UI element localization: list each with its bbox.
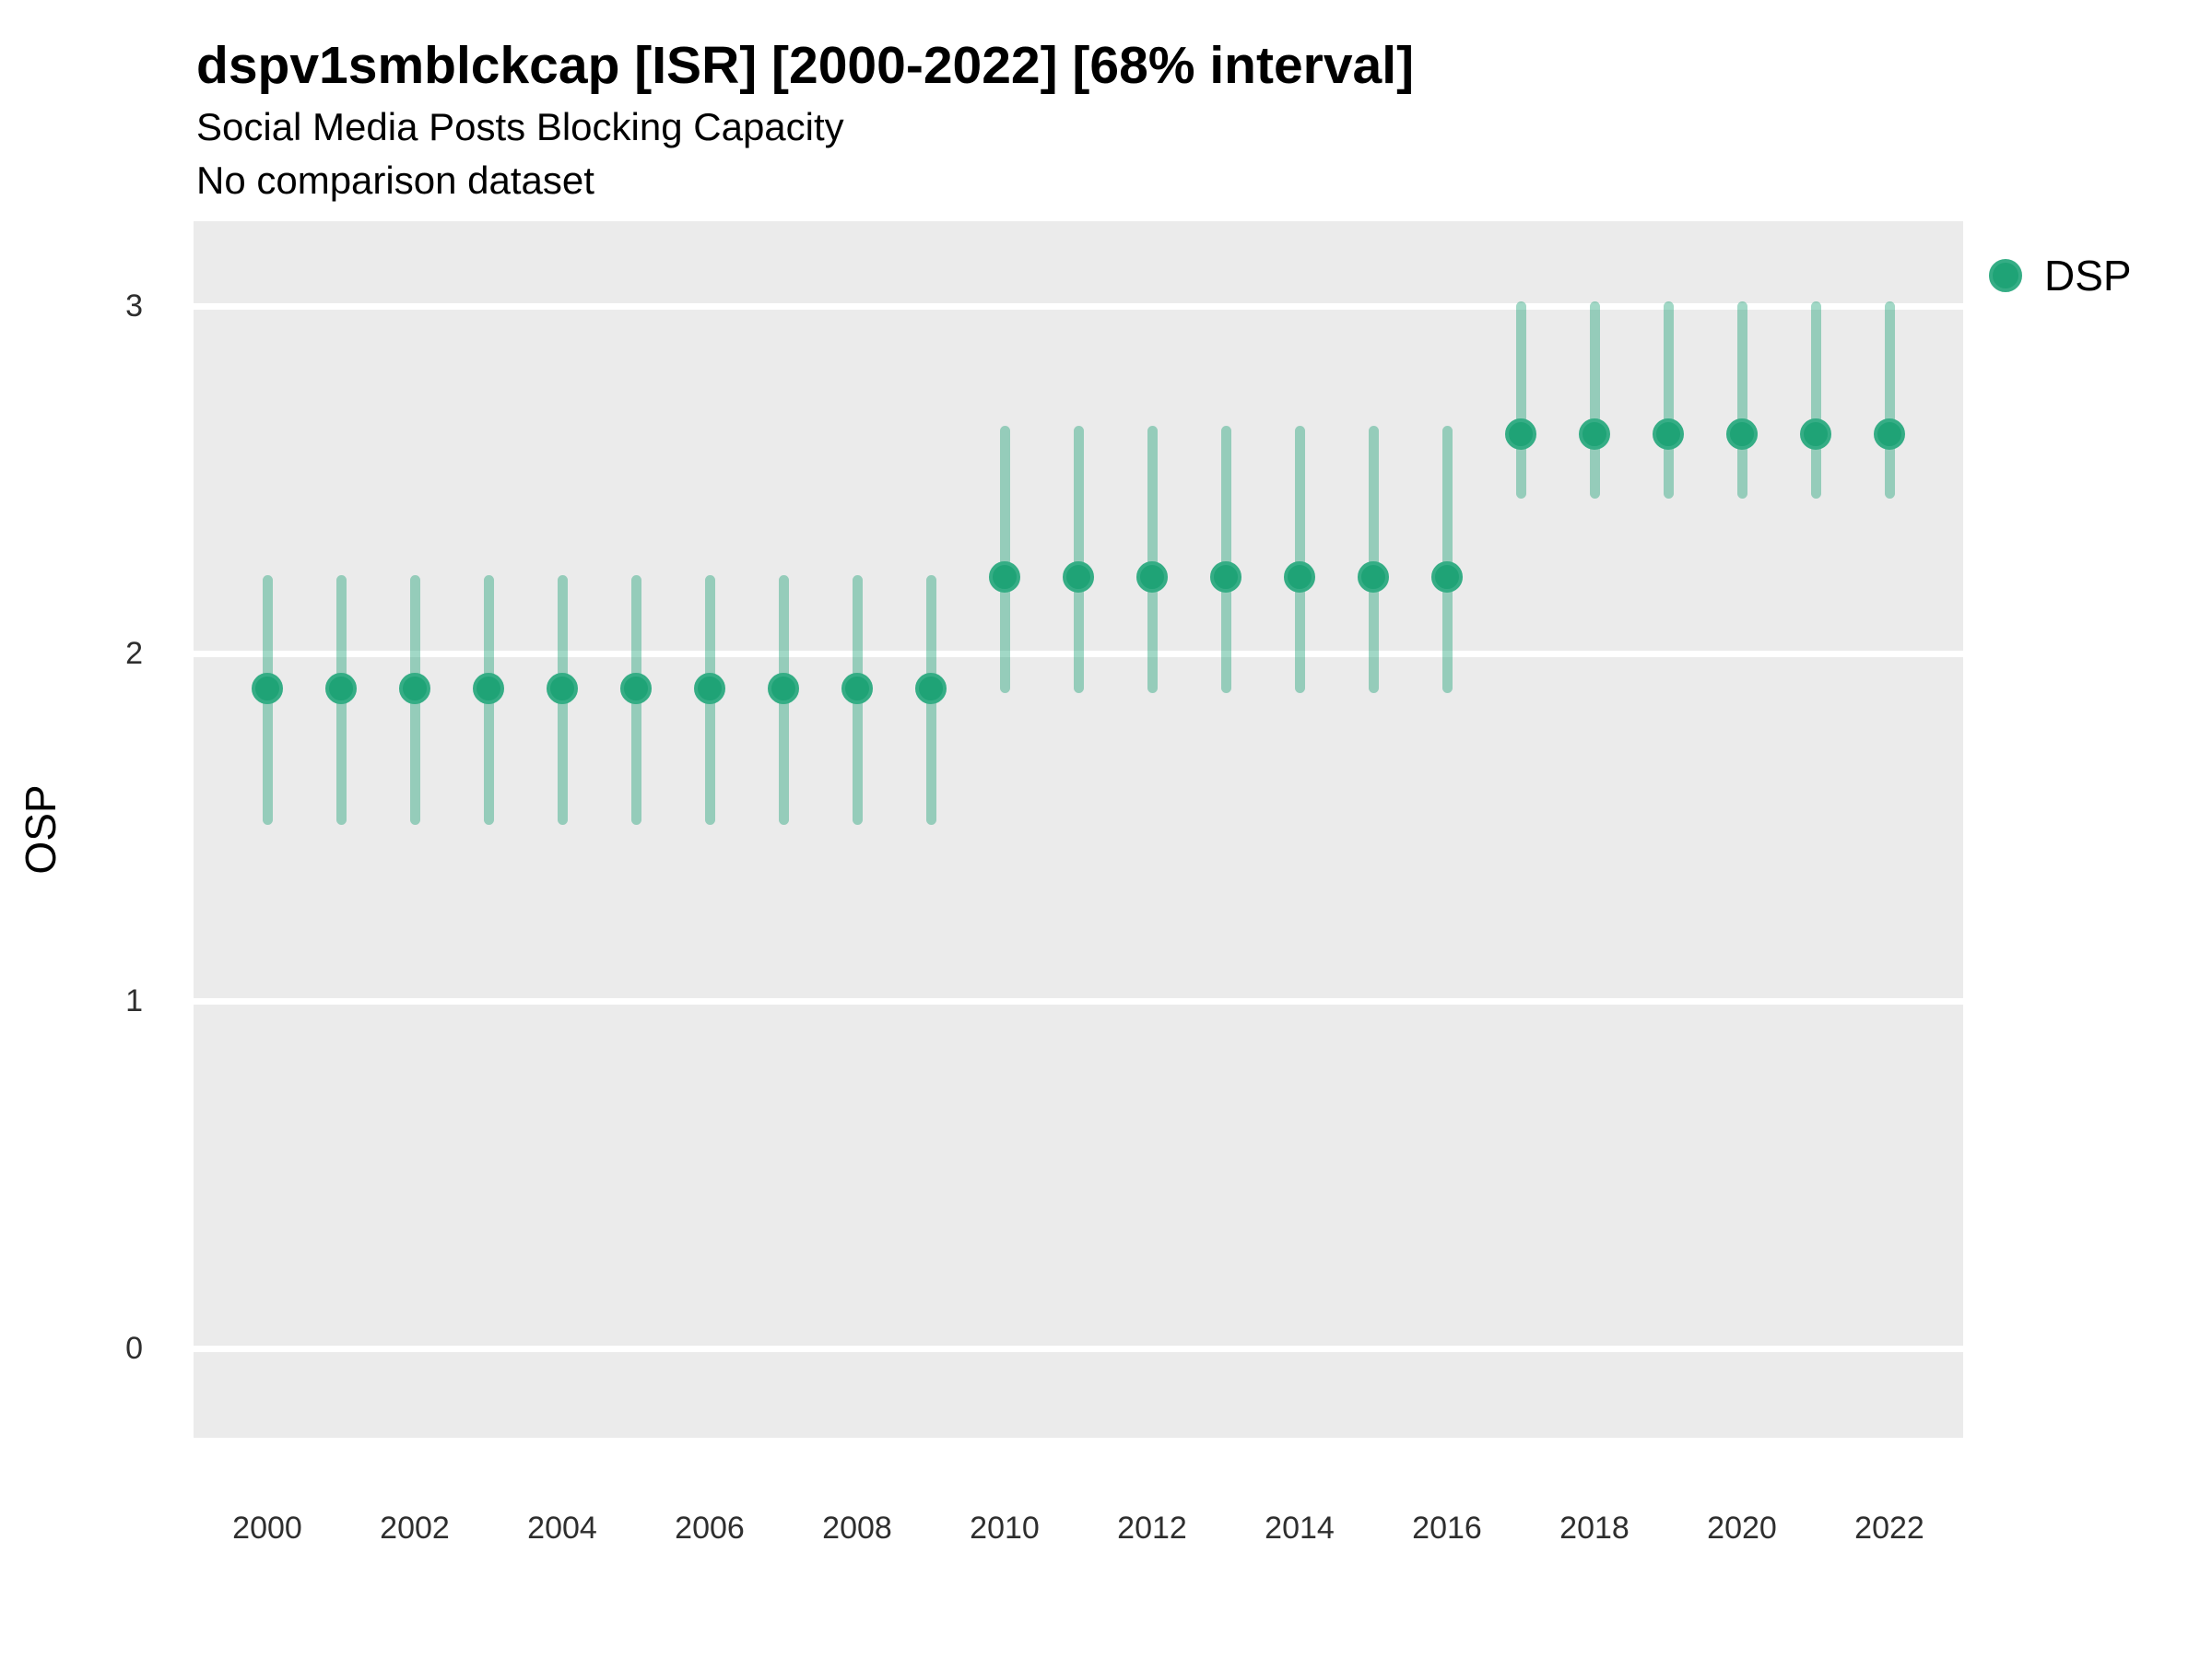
interval-bar-2019 <box>1663 300 1674 500</box>
data-point-2002 <box>399 672 430 704</box>
y-tick-label-3: 3 <box>125 288 143 324</box>
data-point-2020 <box>1726 418 1758 451</box>
interval-bar-2011 <box>1073 426 1084 694</box>
x-tick-label-2020: 2020 <box>1707 1511 1777 1546</box>
interval-bar-2012 <box>1147 426 1158 694</box>
x-tick-label-2002: 2002 <box>380 1511 450 1546</box>
interval-bar-2020 <box>1736 300 1747 500</box>
data-point-2012 <box>1136 561 1168 594</box>
plot-panel <box>194 221 1963 1438</box>
x-tick-label-2010: 2010 <box>970 1511 1040 1546</box>
gridline-y-0 <box>194 1345 1963 1352</box>
interval-bar-2017 <box>1515 300 1526 500</box>
data-point-2017 <box>1505 418 1536 451</box>
data-point-2001 <box>325 672 357 704</box>
data-point-2016 <box>1431 561 1463 594</box>
interval-bar-2016 <box>1441 426 1453 694</box>
x-tick-label-2012: 2012 <box>1117 1511 1187 1546</box>
legend-point-icon <box>1989 259 2022 292</box>
interval-bar-2021 <box>1810 300 1821 500</box>
x-tick-label-2008: 2008 <box>822 1511 892 1546</box>
data-point-2009 <box>915 672 947 704</box>
x-tick-label-2006: 2006 <box>675 1511 745 1546</box>
data-point-2014 <box>1284 561 1315 594</box>
legend: DSP <box>1989 251 2132 300</box>
y-axis-title: OSP <box>17 784 65 875</box>
chart-title: dspv1smblckcap [ISR] [2000-2022] [68% in… <box>196 36 1415 95</box>
interval-bar-2022 <box>1884 300 1895 500</box>
x-tick-label-2022: 2022 <box>1854 1511 1924 1546</box>
data-point-2022 <box>1874 418 1905 451</box>
x-tick-label-2018: 2018 <box>1559 1511 1630 1546</box>
gridline-y-3 <box>194 302 1963 310</box>
chart-subtitle: Social Media Posts Blocking Capacity <box>196 105 844 148</box>
data-point-2006 <box>694 672 725 704</box>
legend-label: DSP <box>2044 252 2132 300</box>
data-point-2000 <box>252 672 283 704</box>
data-point-2021 <box>1800 418 1831 451</box>
data-point-2008 <box>841 672 873 704</box>
data-point-2013 <box>1210 561 1241 594</box>
data-point-2018 <box>1579 418 1610 451</box>
x-tick-label-2016: 2016 <box>1412 1511 1482 1546</box>
data-point-2003 <box>473 672 504 704</box>
x-tick-label-2004: 2004 <box>527 1511 597 1546</box>
x-tick-label-2000: 2000 <box>232 1511 302 1546</box>
data-point-2011 <box>1063 561 1094 594</box>
chart-note: No comparison dataset <box>196 159 594 202</box>
y-tick-label-0: 0 <box>125 1331 143 1366</box>
data-point-2004 <box>547 672 578 704</box>
data-point-2019 <box>1653 418 1684 451</box>
x-tick-label-2014: 2014 <box>1265 1511 1335 1546</box>
data-point-2005 <box>620 672 652 704</box>
interval-bar-2013 <box>1220 426 1231 694</box>
interval-bar-2018 <box>1589 300 1600 500</box>
data-point-2015 <box>1358 561 1389 594</box>
y-tick-label-1: 1 <box>125 983 143 1018</box>
interval-bar-2014 <box>1294 426 1305 694</box>
interval-bar-2015 <box>1368 426 1379 694</box>
y-tick-label-2: 2 <box>125 636 143 671</box>
gridline-y-2 <box>194 650 1963 657</box>
data-point-2007 <box>768 672 799 704</box>
data-point-2010 <box>989 561 1020 594</box>
interval-bar-2010 <box>999 426 1010 694</box>
gridline-y-1 <box>194 997 1963 1005</box>
